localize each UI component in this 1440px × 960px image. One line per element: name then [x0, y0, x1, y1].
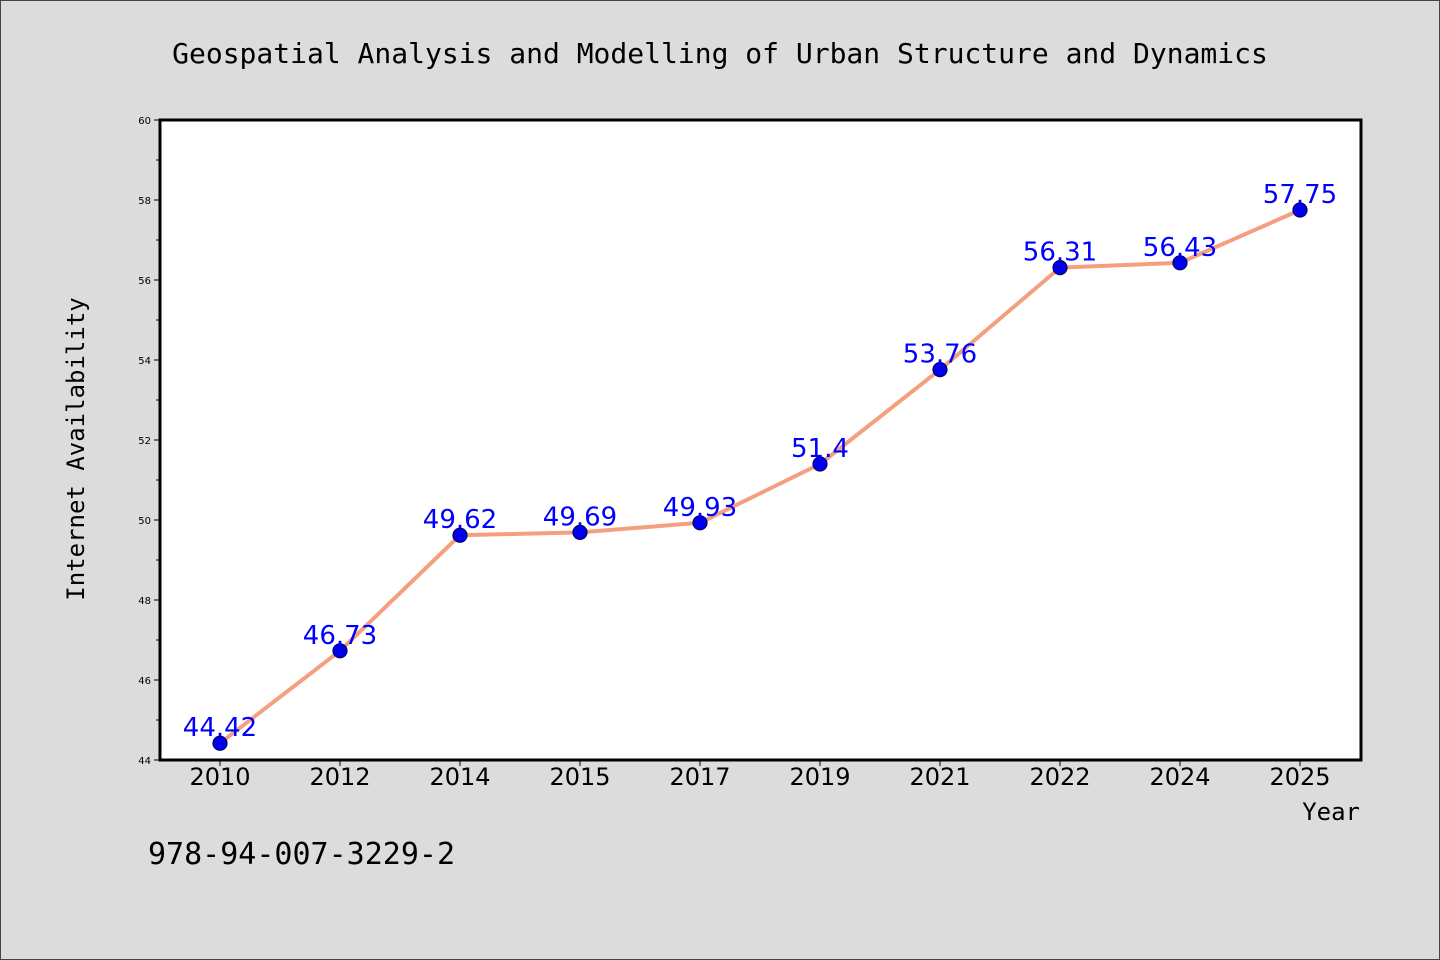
data-label: 56.43 — [1143, 233, 1217, 263]
x-tick-label: 2015 — [549, 763, 610, 791]
y-axis-label: Internet Availability — [62, 297, 90, 600]
data-label: 53.76 — [903, 340, 977, 370]
data-point — [332, 643, 348, 659]
data-labels: 44.42 46.73 49.62 49.69 49.93 51.4 53.76 56.31 5… — [183, 180, 1337, 743]
y-tick-label: 52 — [138, 436, 151, 447]
y-tick-label: 56 — [138, 276, 151, 287]
series-markers — [212, 202, 1308, 751]
data-point — [452, 527, 468, 543]
data-label: 51.4 — [791, 434, 849, 464]
data-point — [812, 456, 828, 472]
x-tick-label: 2019 — [789, 763, 850, 791]
data-point — [212, 735, 228, 751]
data-label: 49.93 — [663, 493, 737, 523]
y-axis: 44 46 48 50 52 54 56 58 60 — [138, 116, 160, 767]
isbn-text: 978-94-007-3229-2 — [148, 837, 455, 872]
data-label: 49.62 — [423, 505, 497, 535]
y-tick-label: 60 — [138, 116, 151, 127]
y-tick-label: 50 — [138, 516, 151, 527]
y-tick-label: 46 — [138, 676, 151, 687]
series-line-path — [218, 208, 1301, 745]
data-point — [572, 524, 588, 541]
x-tick-label: 2021 — [909, 763, 970, 791]
x-tick-label: 2024 — [1149, 763, 1210, 791]
data-label: 57.75 — [1263, 180, 1337, 210]
data-label: 44.42 — [183, 713, 257, 743]
data-point — [932, 362, 948, 378]
y-tick-label: 44 — [138, 756, 151, 767]
plot-area — [158, 118, 1363, 762]
x-tick-label: 2010 — [189, 763, 250, 791]
x-tick-label: 2012 — [309, 763, 370, 791]
series-line — [218, 208, 1301, 745]
data-point — [1052, 260, 1068, 276]
x-tick-label: 2022 — [1029, 763, 1090, 791]
data-label: 56.31 — [1023, 238, 1097, 268]
y-tick-label: 54 — [138, 356, 151, 367]
x-axis-label: Year — [1302, 798, 1360, 826]
x-tick-label: 2014 — [429, 763, 490, 791]
data-label: 49.69 — [543, 502, 617, 532]
data-point — [1292, 202, 1308, 218]
data-point — [692, 515, 708, 531]
y-tick-label: 48 — [138, 596, 151, 607]
x-tick-label: 2017 — [669, 763, 730, 791]
y-tick-label: 58 — [138, 196, 151, 207]
chart-title: Geospatial Analysis and Modelling of Urb… — [172, 37, 1268, 70]
x-axis: 2010 2012 2014 2015 2017 2019 2021 2022 2024 2025 — [189, 760, 1331, 791]
x-tick-label: 2025 — [1269, 763, 1330, 791]
data-point — [1172, 255, 1188, 271]
data-label: 46.73 — [303, 621, 377, 651]
